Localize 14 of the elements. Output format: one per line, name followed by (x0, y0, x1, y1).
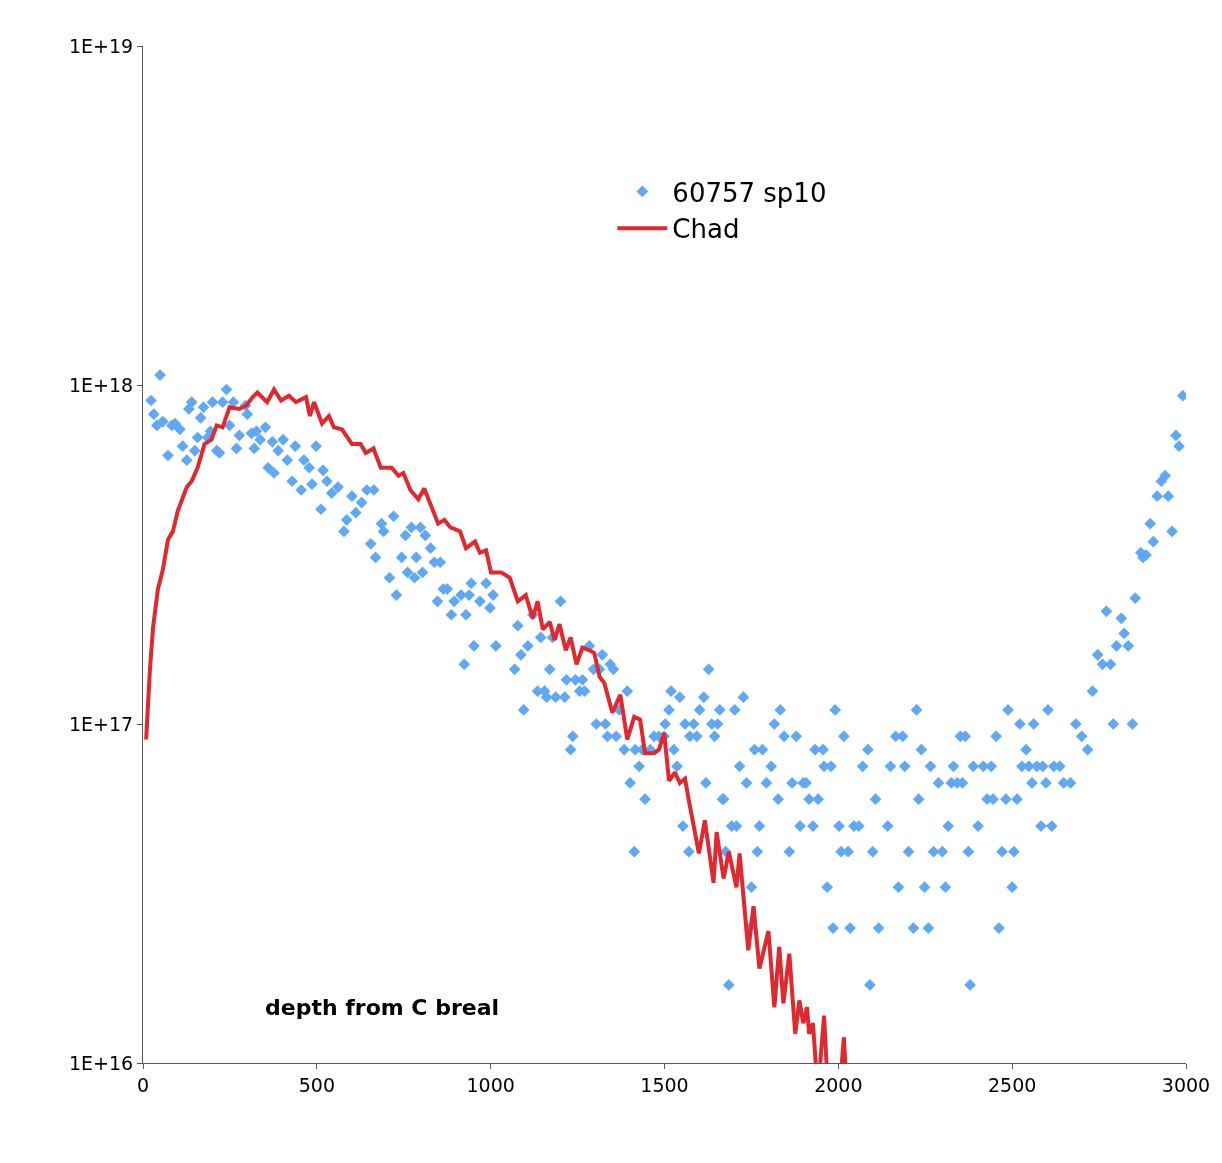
y-tick-label: 1E+17 (69, 712, 134, 735)
x-tick-label: 1000 (466, 1073, 515, 1096)
x-tick-label: 0 (136, 1073, 150, 1096)
x-tick-label: 2000 (814, 1073, 863, 1096)
x-tick-label: 500 (298, 1073, 335, 1096)
legend-label: 60757 sp10 (672, 177, 827, 208)
y-tick-label: 1E+18 (69, 373, 134, 396)
x-tick-label: 1500 (640, 1073, 689, 1096)
x-tick-label: 3000 (1161, 1073, 1211, 1096)
legend-label: Chad (672, 214, 740, 245)
y-tick-label: 1E+16 (69, 1051, 134, 1074)
x-tick-label: 2500 (987, 1073, 1037, 1096)
y-tick-label: 1E+19 (69, 34, 134, 57)
annotation: depth from C breal (265, 995, 500, 1020)
